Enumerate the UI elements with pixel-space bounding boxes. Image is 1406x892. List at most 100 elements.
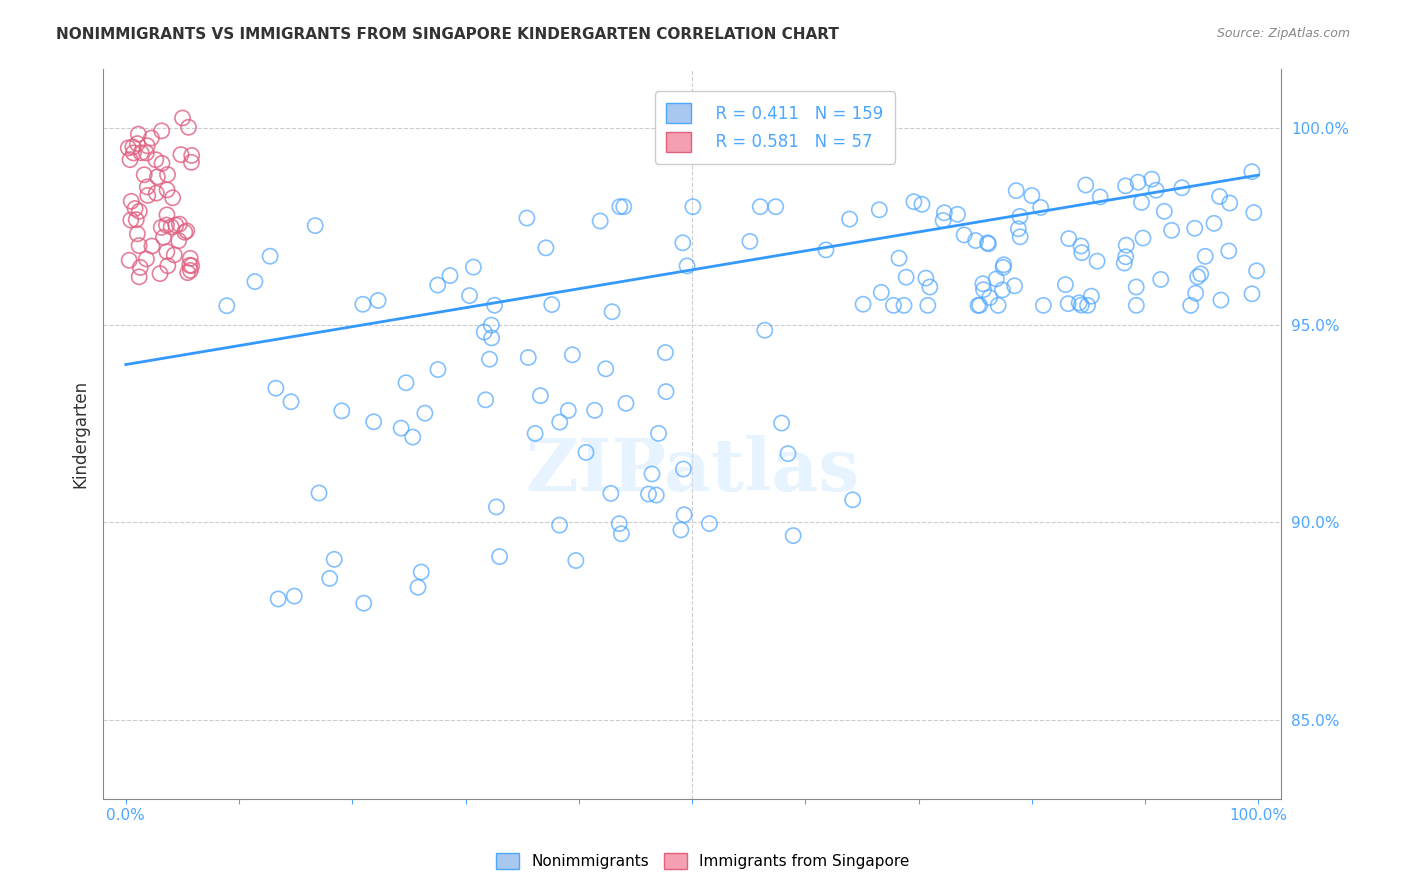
Point	[127, 136, 149, 151]
Point	[472, 325, 495, 339]
Point	[969, 298, 991, 312]
Point	[1240, 164, 1263, 178]
Point	[1125, 280, 1147, 294]
Point	[609, 200, 631, 214]
Point	[156, 244, 179, 259]
Point	[1126, 175, 1149, 189]
Point	[595, 361, 617, 376]
Point	[1115, 178, 1137, 193]
Point	[485, 500, 508, 514]
Point	[163, 248, 186, 262]
Point	[463, 260, 485, 274]
Point	[411, 565, 433, 579]
Point	[1115, 250, 1137, 264]
Point	[439, 268, 461, 283]
Point	[121, 140, 143, 154]
Point	[146, 169, 169, 184]
Point	[1070, 239, 1092, 253]
Point	[1140, 172, 1163, 186]
Point	[160, 219, 183, 234]
Point	[669, 523, 692, 537]
Point	[1074, 178, 1097, 192]
Point	[1070, 298, 1092, 312]
Point	[1144, 183, 1167, 197]
Point	[896, 270, 918, 285]
Text: ZIPatlas: ZIPatlas	[524, 434, 859, 506]
Point	[1032, 298, 1054, 312]
Point	[672, 462, 695, 476]
Point	[156, 208, 179, 222]
Point	[264, 381, 287, 395]
Point	[1184, 221, 1206, 235]
Point	[637, 487, 659, 501]
Point	[1085, 254, 1108, 268]
Point	[967, 298, 990, 312]
Point	[150, 124, 173, 138]
Point	[318, 571, 340, 585]
Point	[540, 297, 562, 311]
Point	[474, 392, 496, 407]
Point	[1219, 196, 1241, 211]
Legend:   R = 0.411   N = 159,   R = 0.581   N = 57: R = 0.411 N = 159, R = 0.581 N = 57	[655, 92, 894, 164]
Point	[610, 526, 633, 541]
Point	[136, 180, 159, 194]
Point	[243, 275, 266, 289]
Point	[127, 127, 149, 141]
Point	[172, 111, 194, 125]
Point	[1246, 264, 1268, 278]
Point	[1243, 205, 1265, 219]
Point	[655, 384, 678, 399]
Point	[156, 183, 179, 197]
Point	[118, 253, 141, 268]
Point	[534, 241, 557, 255]
Point	[754, 323, 776, 337]
Point	[128, 238, 150, 252]
Point	[517, 351, 540, 365]
Point	[180, 259, 202, 273]
Point	[672, 235, 695, 250]
Point	[682, 200, 704, 214]
Point	[426, 278, 449, 293]
Point	[524, 426, 547, 441]
Point	[152, 230, 174, 244]
Point	[565, 553, 588, 567]
Point	[868, 202, 890, 217]
Point	[122, 145, 145, 160]
Point	[776, 447, 799, 461]
Point	[972, 277, 994, 291]
Point	[129, 145, 152, 160]
Point	[647, 426, 669, 441]
Point	[976, 235, 998, 250]
Point	[173, 225, 195, 239]
Point	[120, 194, 142, 209]
Point	[304, 219, 326, 233]
Point	[426, 362, 449, 376]
Point	[986, 272, 1008, 286]
Point	[129, 260, 152, 275]
Point	[179, 258, 201, 272]
Text: Source: ZipAtlas.com: Source: ZipAtlas.com	[1216, 27, 1350, 40]
Point	[177, 120, 200, 135]
Point	[180, 155, 202, 169]
Point	[353, 596, 375, 610]
Point	[136, 138, 159, 153]
Point	[176, 224, 198, 238]
Point	[600, 304, 623, 318]
Point	[1021, 188, 1043, 202]
Point	[406, 580, 429, 594]
Point	[1240, 286, 1263, 301]
Point	[259, 249, 281, 263]
Point	[481, 331, 503, 345]
Point	[1189, 267, 1212, 281]
Point	[124, 202, 146, 216]
Point	[782, 528, 804, 542]
Point	[1069, 295, 1091, 310]
Point	[699, 516, 721, 531]
Point	[852, 297, 875, 311]
Point	[1007, 222, 1029, 236]
Point	[749, 200, 772, 214]
Point	[993, 258, 1015, 272]
Point	[1130, 195, 1153, 210]
Point	[458, 288, 481, 302]
Point	[1209, 293, 1232, 307]
